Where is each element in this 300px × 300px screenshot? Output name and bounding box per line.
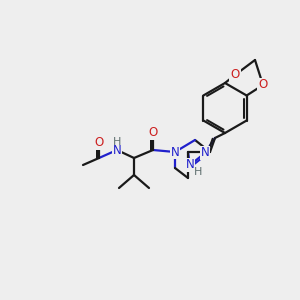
Text: N: N (201, 146, 209, 160)
Text: N: N (171, 146, 179, 158)
Text: O: O (94, 136, 103, 149)
Text: O: O (258, 79, 268, 92)
Text: O: O (148, 127, 158, 140)
Text: N: N (186, 158, 194, 172)
Text: H: H (113, 137, 121, 147)
Text: O: O (230, 68, 240, 82)
Text: N: N (112, 143, 122, 157)
Text: H: H (194, 167, 202, 177)
